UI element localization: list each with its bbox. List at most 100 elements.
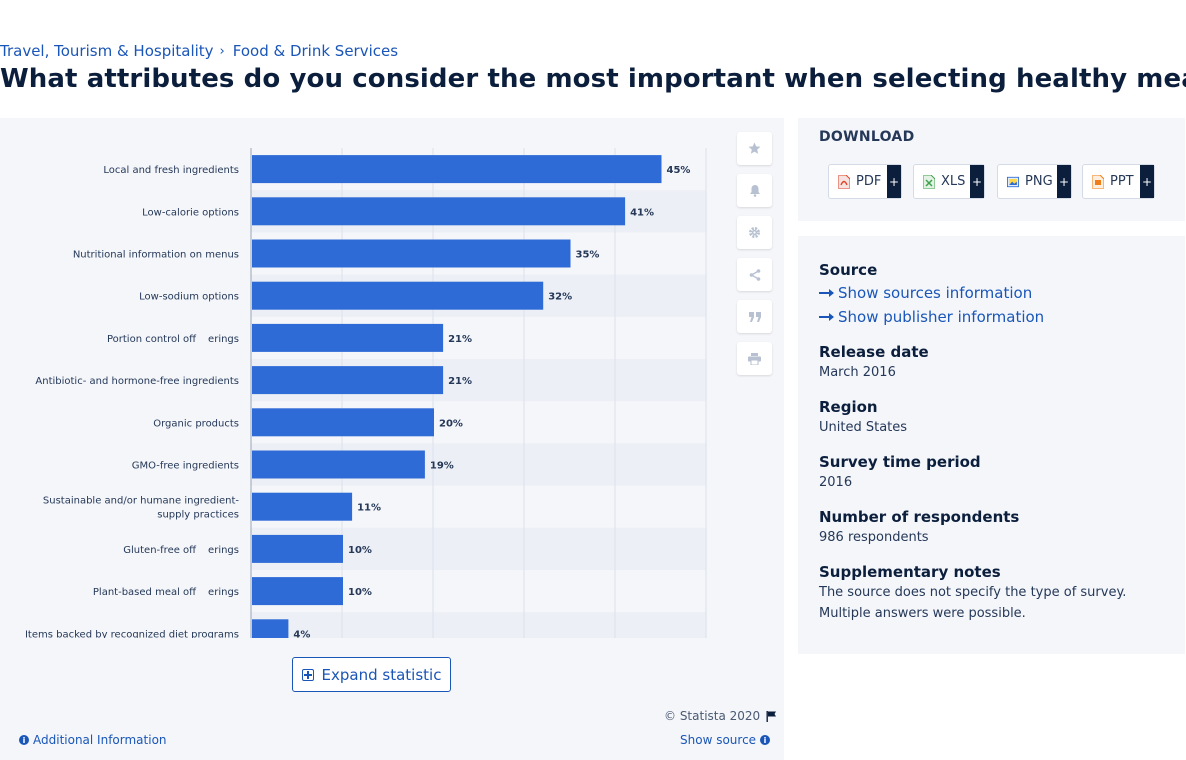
notification-button[interactable] [737, 174, 772, 207]
category-label-line: Gluten-free off erings [123, 545, 239, 556]
category-label-line: GMO-free ingredients [132, 461, 239, 472]
breadcrumb-separator: › [219, 43, 225, 59]
print-button[interactable] [737, 342, 772, 375]
category-label: Low-calorie options [142, 207, 239, 218]
share-icon [749, 268, 760, 281]
xls-file-icon [923, 174, 935, 189]
show-sources-link[interactable]: Show sources information [819, 284, 1032, 302]
category-label: Plant-based meal off erings [93, 587, 239, 598]
supplementary-notes-line2: Multiple answers were possible. [819, 606, 1026, 621]
data-label: 21% [448, 376, 472, 387]
favorite-star-button[interactable] [737, 132, 772, 165]
cite-button[interactable] [737, 300, 772, 333]
copyright-text: © Statista 2020 [664, 709, 761, 723]
ppt-file-icon [1092, 174, 1104, 189]
bar-chart: 45% Local and fresh ingredients 41% Low-cal… [25, 148, 707, 638]
download-png-button[interactable]: PNG + [997, 164, 1072, 199]
bar [252, 281, 544, 310]
data-label: 10% [348, 545, 372, 556]
pdf-plus-button[interactable]: + [887, 165, 901, 198]
show-publisher-link[interactable]: Show publisher information [819, 308, 1044, 326]
info-icon: i [760, 735, 771, 745]
chart-fade [0, 708, 720, 758]
category-label: Nutritional information on menus [73, 250, 239, 261]
data-label: 35% [576, 250, 600, 261]
category-label-line: Antibiotic- and hormone-free ingredients [35, 376, 239, 387]
category-label: GMO-free ingredients [132, 461, 239, 472]
category-label: Organic products [153, 418, 239, 429]
data-label: 21% [448, 334, 472, 345]
download-card: DOWNLOAD PDF + XLS + PNG + PPT + [798, 118, 1185, 221]
expand-icon [301, 668, 314, 681]
category-label-line: supply practices [157, 510, 239, 521]
show-source-link[interactable]: Show source i [680, 733, 771, 747]
chart-panel: 45% Local and fresh ingredients 41% Low-cal… [0, 118, 784, 760]
xls-plus-button[interactable]: + [970, 165, 984, 198]
data-label: 45% [667, 165, 691, 176]
download-xls-button[interactable]: XLS + [913, 164, 985, 199]
breadcrumb-link-food-drink[interactable]: Food & Drink Services [232, 42, 399, 60]
ppt-plus-button[interactable]: + [1140, 165, 1154, 198]
release-date-label: Release date [819, 343, 929, 361]
download-ppt-button[interactable]: PPT + [1082, 164, 1155, 199]
data-label: 11% [357, 503, 381, 514]
show-source-label: Show source [680, 733, 757, 747]
download-title: DOWNLOAD [819, 129, 915, 145]
data-label: 41% [630, 207, 654, 218]
pdf-file-icon [838, 174, 850, 189]
star-icon [748, 142, 761, 154]
breadcrumb: Travel, Tourism & Hospitality › Food & D… [0, 42, 398, 60]
supplementary-notes-line1: The source does not specify the type of … [819, 585, 1127, 600]
category-label-line: Items backed by recognized diet programs [25, 629, 239, 638]
category-label: Sustainable and/or humane ingredient-sup… [43, 496, 239, 521]
download-pdf-button[interactable]: PDF + [828, 164, 902, 199]
data-label: 19% [430, 461, 454, 472]
category-label: Items backed by recognized diet programs [25, 629, 239, 638]
quote-icon [748, 311, 761, 322]
info-icon: i [19, 735, 29, 745]
category-label-line: Portion control off erings [107, 334, 239, 345]
respondents-value: 986 respondents [819, 530, 929, 545]
flag-icon[interactable] [766, 710, 777, 722]
png-plus-button[interactable]: + [1057, 165, 1071, 198]
category-label-line: Organic products [153, 418, 239, 429]
region-label: Region [819, 398, 878, 416]
bar [252, 366, 444, 395]
bar [252, 492, 353, 521]
category-label: Gluten-free off erings [123, 545, 239, 556]
statistic-info-card: Source Show sources information Show pub… [798, 236, 1185, 654]
settings-button[interactable] [737, 216, 772, 249]
respondents-label: Number of respondents [819, 508, 1020, 526]
region-value: United States [819, 420, 908, 435]
xls-label: XLS [941, 174, 966, 189]
bar [252, 197, 626, 226]
row-band [251, 612, 706, 638]
category-label-line: Low-sodium options [139, 292, 239, 303]
pdf-label: PDF [856, 174, 882, 189]
additional-information-link[interactable]: i Additional Information [19, 733, 167, 747]
expand-statistic-button[interactable]: Expand statistic [292, 657, 451, 692]
category-label: Portion control off erings [107, 334, 239, 345]
share-button[interactable] [737, 258, 772, 291]
bar [252, 619, 289, 638]
ppt-label: PPT [1110, 174, 1134, 189]
breadcrumb-link-travel[interactable]: Travel, Tourism & Hospitality [0, 42, 214, 60]
bar [252, 534, 343, 563]
gear-icon [749, 227, 760, 238]
bar [252, 577, 343, 606]
source-label: Source [819, 261, 878, 279]
show-sources-label: Show sources information [838, 284, 1033, 302]
category-label-line: Sustainable and/or humane ingredient- [43, 496, 239, 507]
additional-information-label: Additional Information [33, 733, 167, 747]
category-label: Low-sodium options [139, 292, 239, 303]
data-label: 32% [548, 292, 572, 303]
release-date-value: March 2016 [819, 365, 896, 380]
category-label-line: Nutritional information on menus [73, 250, 239, 261]
bell-icon [749, 185, 760, 197]
category-label: Local and fresh ingredients [103, 165, 239, 176]
supplementary-notes-label: Supplementary notes [819, 563, 1001, 581]
print-icon [748, 352, 761, 365]
data-label: 20% [439, 418, 463, 429]
bar [252, 323, 444, 352]
bar [252, 408, 434, 437]
